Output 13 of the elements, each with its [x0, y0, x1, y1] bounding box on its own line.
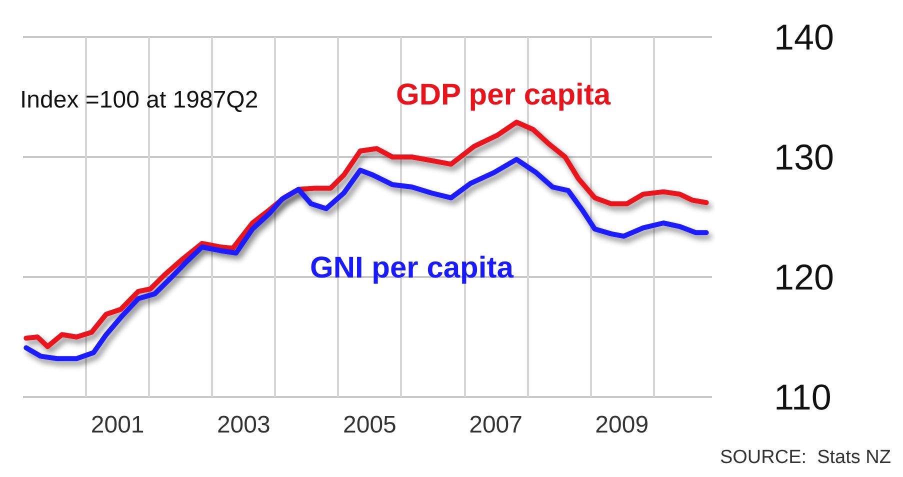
- x-tick-label: 2003: [216, 412, 270, 438]
- series-label: GNI per capita: [310, 252, 514, 284]
- source-note: SOURCE: Stats NZ: [720, 447, 892, 468]
- y-tick-label: 130: [774, 136, 834, 178]
- x-tick-label: 2001: [90, 412, 144, 438]
- x-tick-label: 2005: [343, 412, 396, 438]
- x-tick-label: 2007: [469, 412, 522, 438]
- y-tick-label: 110: [774, 376, 832, 418]
- y-tick-label: 120: [774, 256, 834, 298]
- x-tick-label: 2009: [595, 412, 649, 438]
- y-tick-label: 140: [774, 16, 834, 58]
- annotation: Index =100 at 1987Q2: [20, 86, 258, 114]
- series-label: GDP per capita: [396, 78, 611, 112]
